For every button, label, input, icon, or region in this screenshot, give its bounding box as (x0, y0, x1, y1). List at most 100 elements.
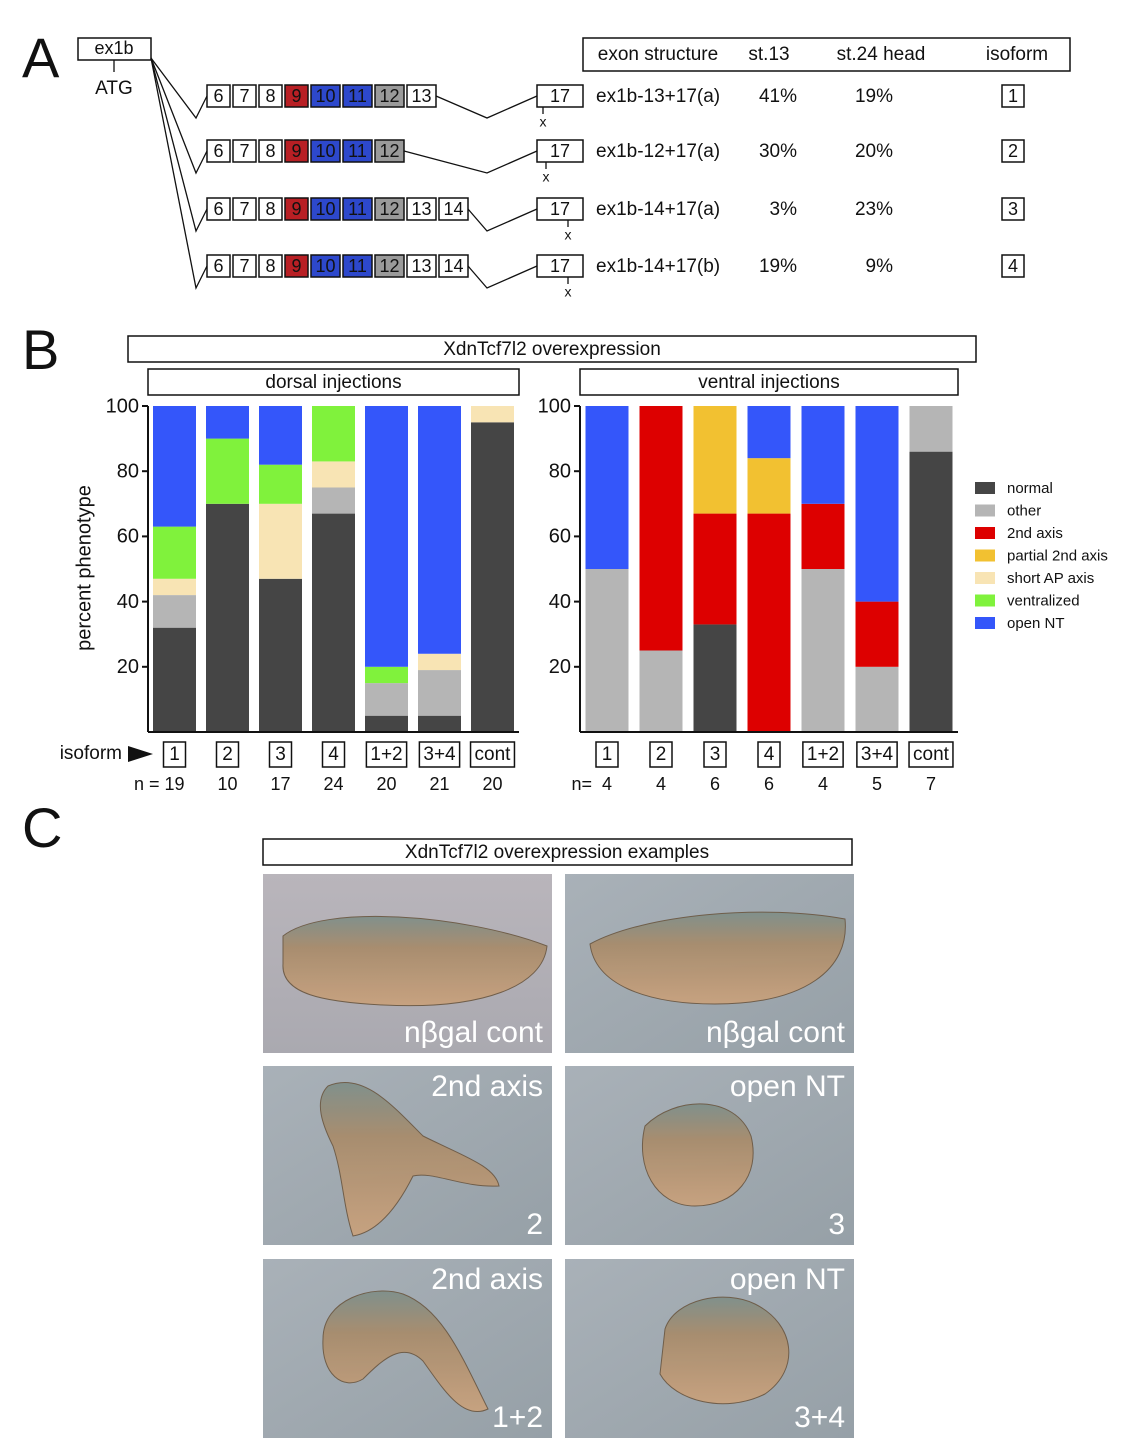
bar-segment (312, 487, 355, 514)
exon-box (258, 254, 283, 278)
bar-segment (747, 406, 791, 459)
exon-label: 10 (315, 86, 335, 106)
n-value: 4 (602, 774, 612, 794)
legend-swatch (975, 527, 995, 539)
exon-label: 9 (291, 141, 301, 161)
exon-label: 6 (213, 199, 223, 219)
header-label: exon structure (598, 44, 718, 65)
legend-label: partial 2nd axis (1007, 547, 1108, 564)
chart-title-box (579, 368, 959, 396)
category-label: 1+2 (807, 744, 839, 765)
isoform-box (1001, 84, 1025, 108)
exon-box (374, 84, 405, 108)
bar-segment (153, 627, 196, 732)
y-tick-label: 40 (549, 591, 571, 613)
category-label: 3 (710, 744, 721, 765)
category-box (215, 741, 240, 768)
example-image: 2nd axis 1+2 (263, 1259, 552, 1438)
exon-label: 12 (379, 256, 399, 276)
chart-title: ventral injections (698, 372, 840, 393)
exon-box (232, 197, 257, 221)
bar-segment (365, 666, 408, 684)
embryo (322, 1290, 489, 1412)
exon-box (284, 139, 309, 163)
embryo (641, 1103, 754, 1207)
splice-line (150, 57, 208, 233)
category-label: 4 (328, 744, 339, 765)
bar-segment (153, 578, 196, 596)
bar-segment (259, 503, 302, 579)
bar-segment (259, 406, 302, 465)
image-top-label: 2nd axis (431, 1263, 543, 1296)
bar-segment (747, 513, 791, 732)
exon-label: 7 (239, 141, 249, 161)
bar-segment (153, 595, 196, 628)
panel-title: XdnTcf7l2 overexpression (443, 339, 661, 360)
panel-letter: A (22, 26, 60, 89)
exon-label: 17 (550, 199, 570, 219)
header-label: st.13 (748, 44, 789, 65)
structure: ex1b-14+17(a) (596, 199, 720, 220)
exon-label: 6 (213, 141, 223, 161)
y-tick-label: 100 (538, 395, 571, 417)
bar-segment (206, 503, 249, 732)
bar-segment (365, 683, 408, 716)
exon-box (536, 197, 584, 221)
bar-segment (471, 406, 514, 423)
category-box (757, 741, 781, 768)
splice-line (150, 57, 208, 120)
category-box (856, 741, 898, 768)
bar-segment (312, 513, 355, 732)
exon-label: 12 (379, 86, 399, 106)
header-box (582, 37, 1071, 72)
category-box (595, 741, 619, 768)
stop-label: x (565, 227, 572, 243)
exon-box (258, 139, 283, 163)
bar-segment (206, 438, 249, 504)
isoform: 1 (1008, 86, 1018, 106)
n-label: n= (571, 774, 592, 794)
bar-segment (206, 406, 249, 439)
category-label: 1+2 (370, 744, 402, 765)
exon-box (232, 139, 257, 163)
isoform-box (1001, 254, 1025, 278)
exon-label: 6 (213, 86, 223, 106)
category-box (908, 741, 954, 768)
panel-letter: B (22, 318, 59, 381)
legend-swatch (975, 572, 995, 584)
panel-letter: C (22, 796, 62, 859)
exon-box (406, 197, 437, 221)
bar-segment (693, 513, 737, 625)
splice-line (403, 150, 538, 174)
exon-box (342, 197, 373, 221)
stop-label: x (543, 169, 550, 185)
example-image: open NT 3+4 (565, 1259, 854, 1438)
example-image: 2nd axis 2 (263, 1066, 552, 1245)
exon-box (284, 197, 309, 221)
bar-segment (855, 666, 899, 732)
y-tick-label: 80 (549, 460, 571, 482)
st13: 41% (759, 86, 797, 107)
exon-label: 9 (291, 199, 301, 219)
exon-box (206, 139, 231, 163)
image-top-label: 2nd axis (431, 1070, 543, 1103)
exon-box (258, 84, 283, 108)
y-tick-label: 80 (117, 460, 139, 482)
y-tick-label: 60 (117, 526, 139, 548)
example-image: open NT 3 (565, 1066, 854, 1245)
exon-label: 9 (291, 86, 301, 106)
category-label: 2 (656, 744, 667, 765)
exon-label: 7 (239, 86, 249, 106)
n-value: 4 (818, 774, 828, 794)
splice-line (150, 57, 208, 290)
y-axis-label: percent phenotype (73, 485, 95, 651)
bar-segment (909, 406, 953, 452)
bar-segment (418, 715, 461, 732)
bar-segment (693, 406, 737, 514)
category-label: 3+4 (861, 744, 894, 765)
exon-label: 11 (348, 256, 367, 276)
category-label: 1 (169, 744, 180, 765)
exon-box (342, 254, 373, 278)
n-value: 10 (217, 774, 237, 794)
